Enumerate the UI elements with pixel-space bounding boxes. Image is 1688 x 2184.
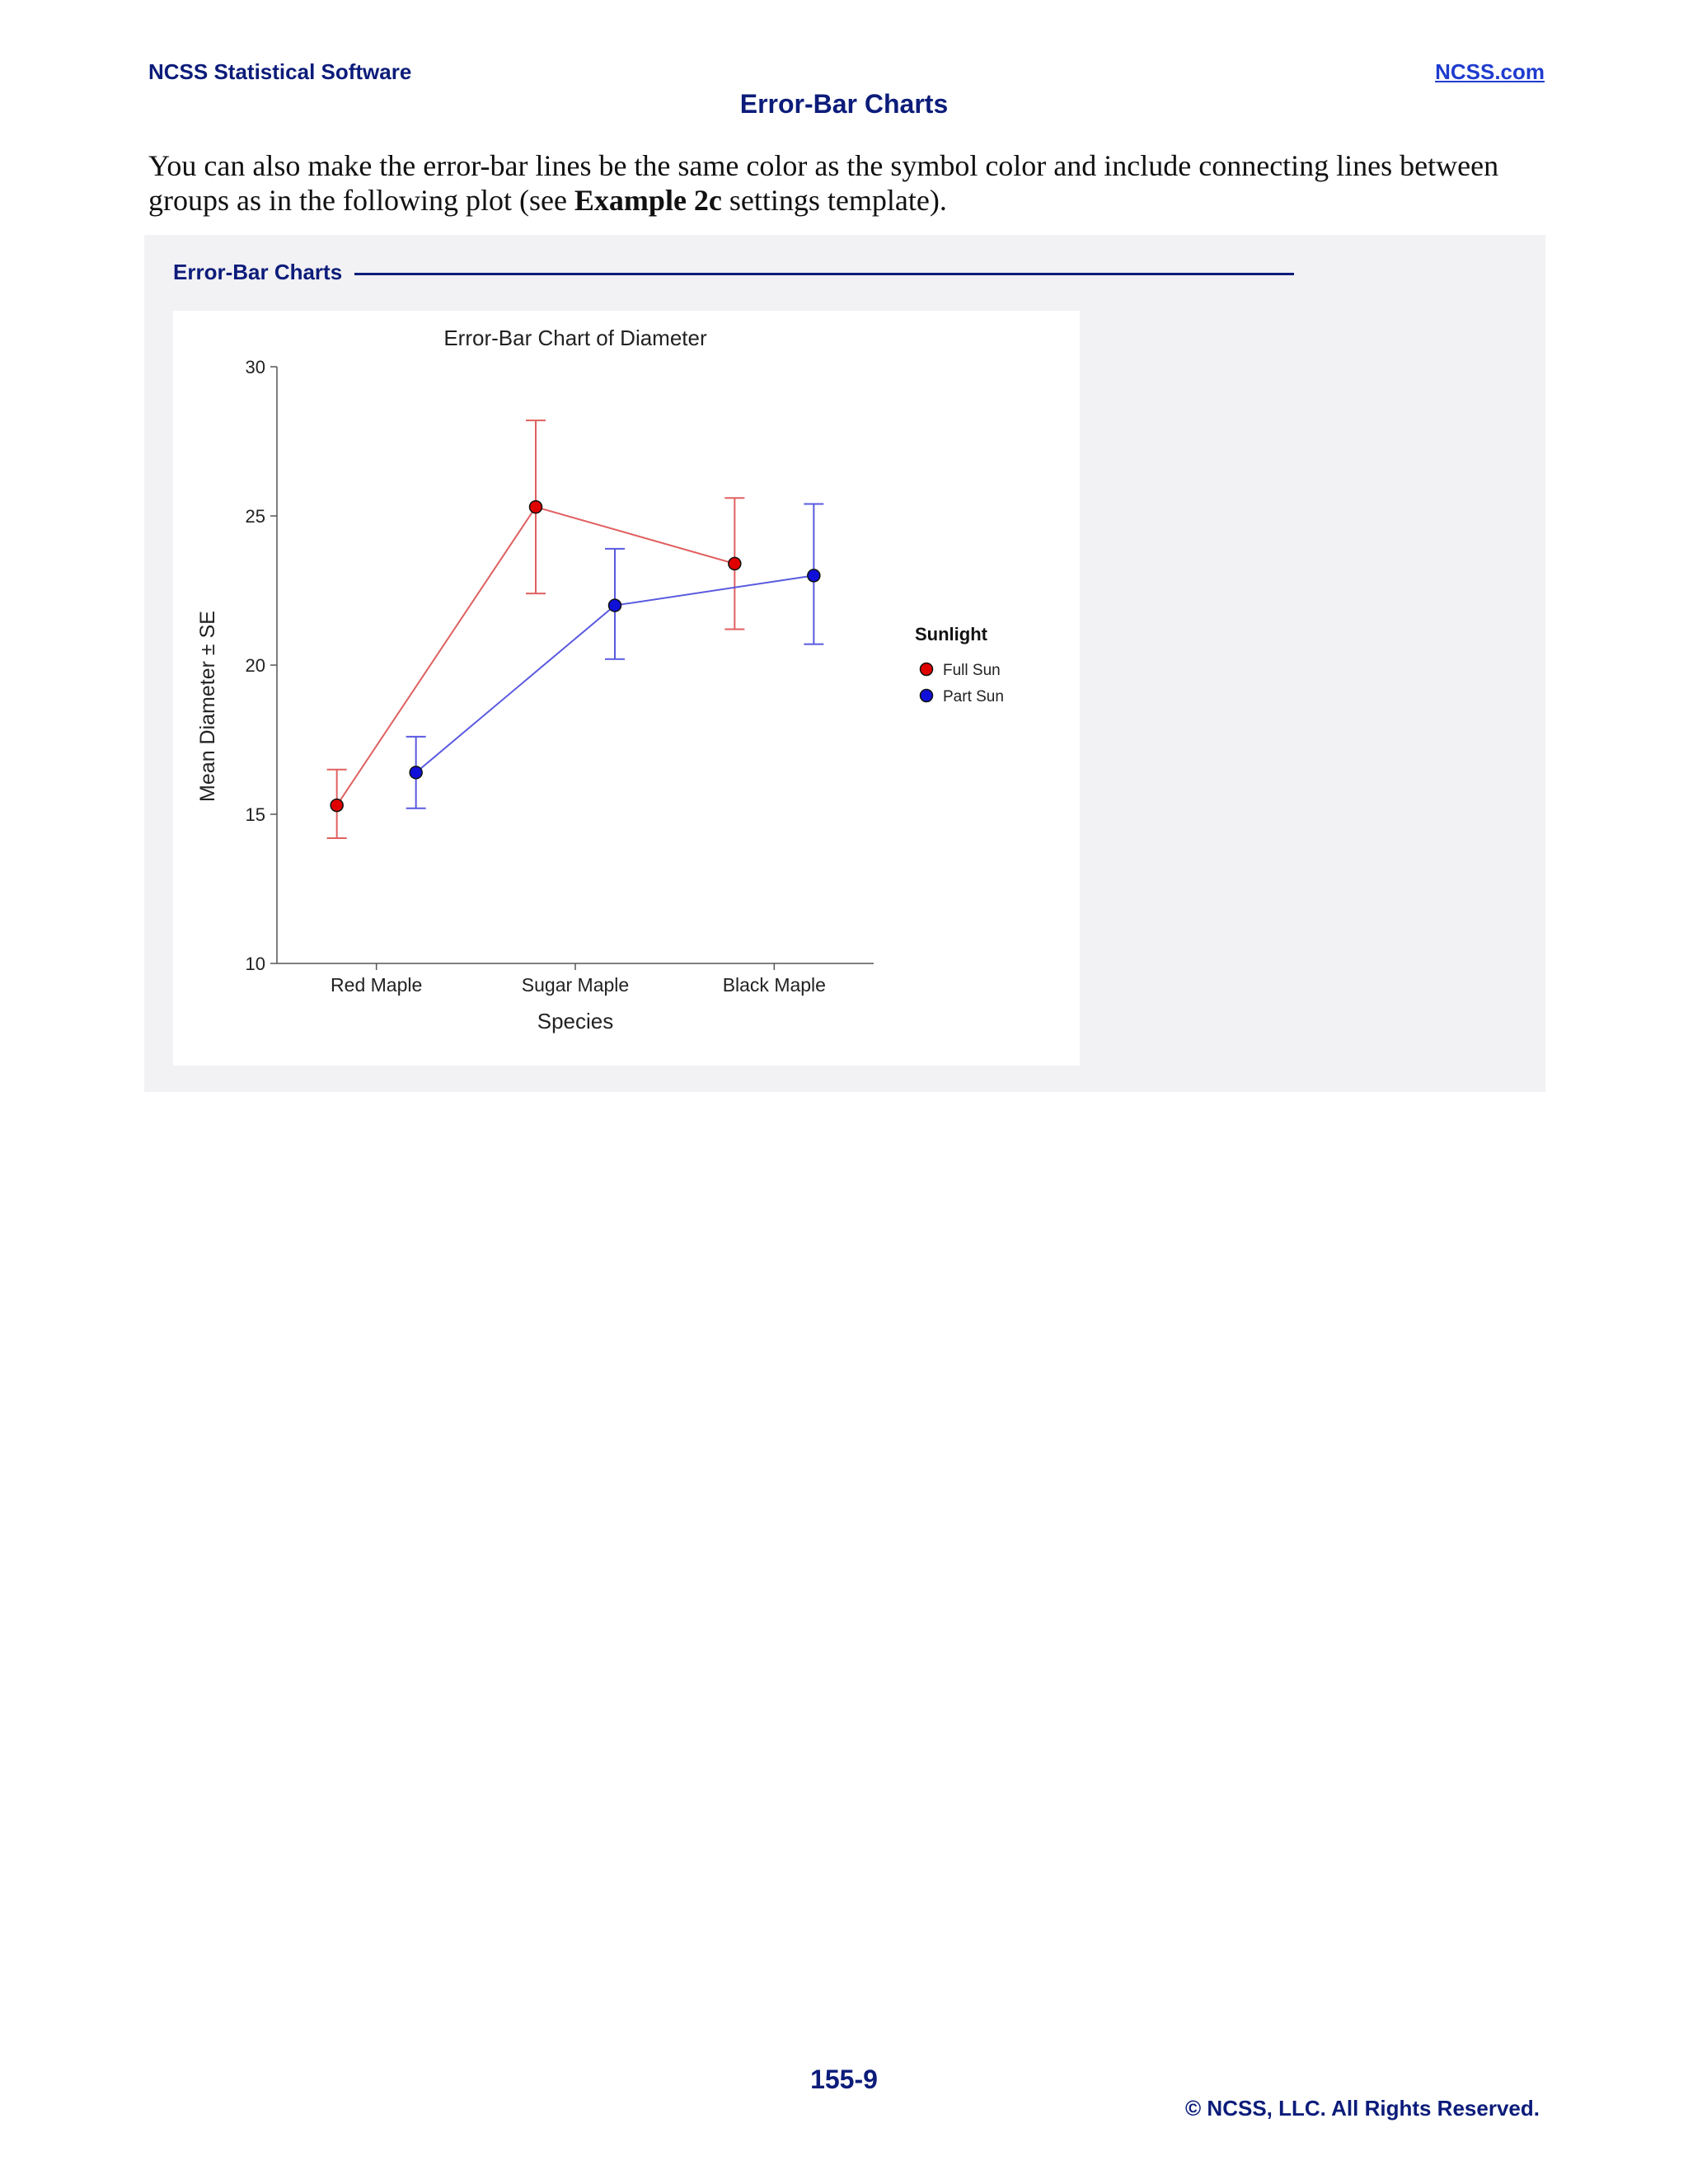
x-tick-label: Black Maple — [723, 974, 826, 996]
panel-title: Error-Bar Charts — [173, 260, 349, 285]
y-tick-label: 15 — [246, 804, 265, 825]
y-axis-label: Mean Diameter ± SE — [196, 611, 219, 802]
copyright-notice: © NCSS, LLC. All Rights Reserved. — [1185, 2096, 1540, 2121]
data-point — [607, 598, 622, 612]
y-tick-label: 25 — [246, 506, 265, 527]
chart-container: Error-Bar Chart of Diameter 10 15 20 25 30 Red… — [173, 311, 1080, 1066]
output-panel: Error-Bar Charts Error-Bar Chart of Diam… — [144, 235, 1545, 1092]
header-site-link[interactable]: NCSS.com — [1435, 59, 1545, 84]
page-title: Error-Bar Charts — [739, 89, 949, 119]
x-tick-label: Red Maple — [331, 974, 422, 996]
y-tick-label: 30 — [246, 357, 265, 377]
data-point — [528, 499, 543, 514]
data-point — [807, 569, 821, 583]
legend-title: Sunlight — [915, 624, 988, 644]
paragraph-bold-reference: Example 2c — [574, 184, 722, 217]
panel-title-rule — [354, 273, 1294, 275]
data-point — [728, 556, 742, 571]
x-tick-label: Sugar Maple — [522, 974, 629, 996]
chart-title: Error-Bar Chart of Diameter — [443, 326, 707, 350]
legend-swatch — [919, 688, 934, 703]
error-bar-chart: Error-Bar Chart of Diameter 10 15 20 25 30 Red… — [196, 326, 1004, 1033]
x-axis-label: Species — [537, 1009, 614, 1033]
header-software-name: NCSS Statistical Software — [148, 59, 412, 84]
y-tick-label: 10 — [246, 954, 265, 974]
intro-paragraph: You can also make the error-bar lines be… — [148, 148, 1541, 218]
paragraph-text-after: settings template). — [721, 184, 947, 217]
data-point — [330, 798, 344, 813]
page-number: 155-9 — [810, 2064, 878, 2094]
legend-swatch — [919, 662, 934, 677]
legend-entry-label: Part Sun — [943, 688, 1004, 705]
data-point — [409, 766, 423, 780]
y-tick-label: 20 — [246, 655, 265, 676]
paragraph-text-before: You can also make the error-bar lines be… — [148, 149, 1499, 217]
legend-entry-label: Full Sun — [943, 662, 1001, 679]
